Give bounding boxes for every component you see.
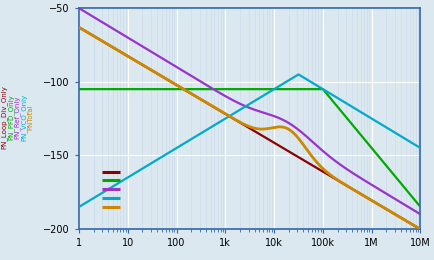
Text: PN_PFD_Only: PN_PFD_Only [7, 94, 14, 140]
Text: PNTotal: PNTotal [27, 104, 33, 130]
Text: PN_Loop_Div_Only: PN_Loop_Div_Only [1, 85, 8, 149]
Text: PN_Ref_Only: PN_Ref_Only [14, 95, 21, 139]
Text: PN_VCO_Only: PN_VCO_Only [20, 93, 27, 141]
